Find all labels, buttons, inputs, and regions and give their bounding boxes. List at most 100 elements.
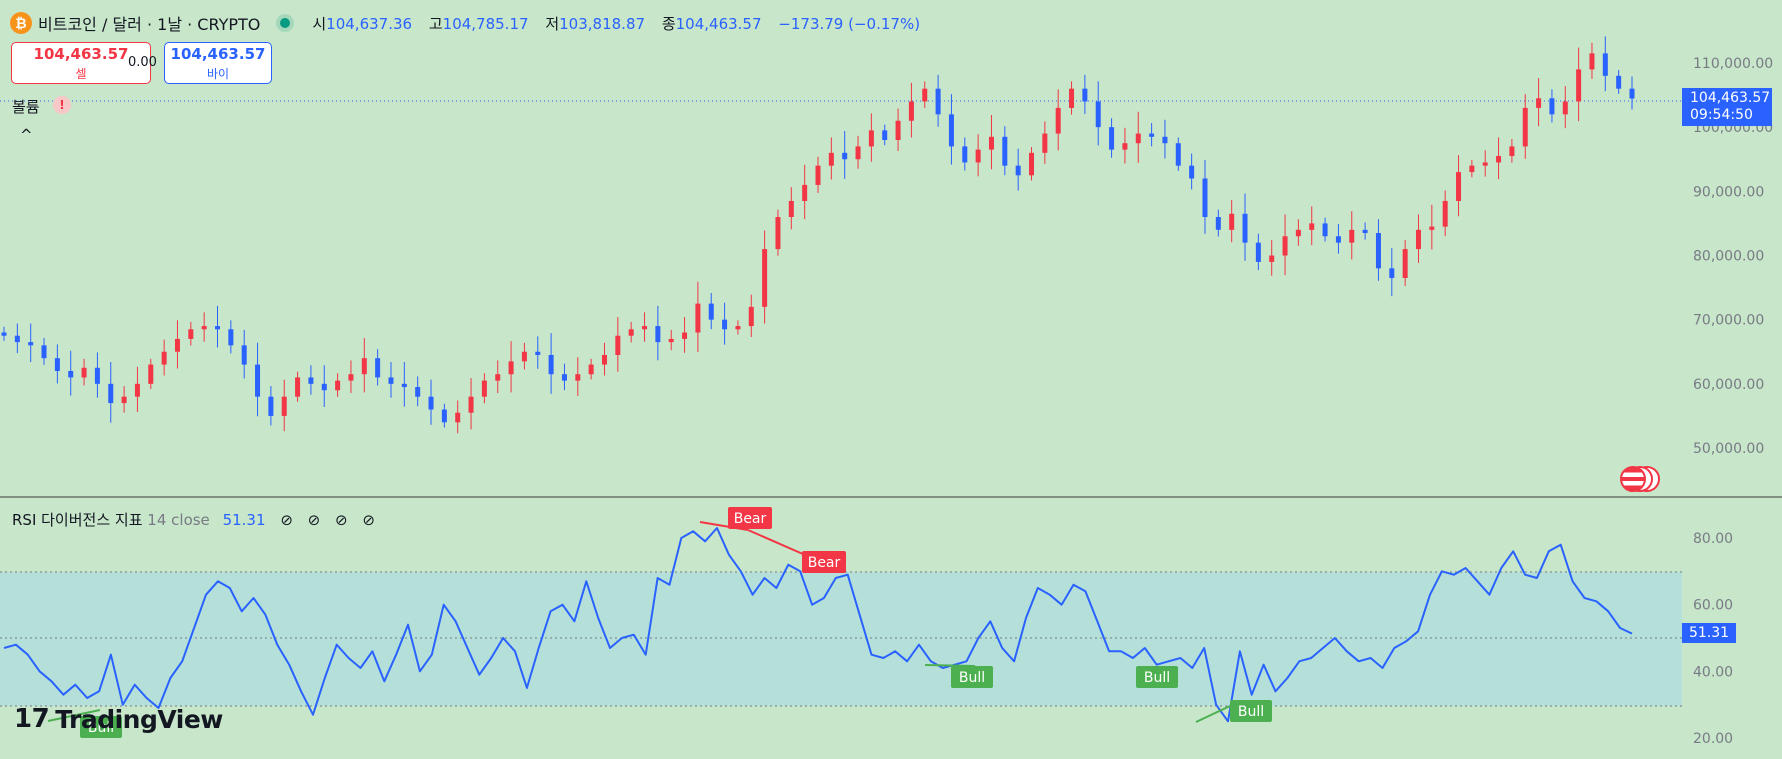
candle-body	[1029, 152, 1035, 176]
candle-body	[1, 332, 7, 336]
candle-body	[1175, 143, 1181, 166]
candle-body	[1496, 156, 1502, 163]
candle-body	[308, 377, 314, 384]
candle-body	[14, 335, 20, 343]
candle-body	[508, 361, 514, 375]
open-label: 시	[312, 14, 327, 33]
candle-body	[81, 367, 87, 378]
candle-body	[1349, 229, 1355, 243]
tradingview-logo-text: TradingView	[55, 704, 223, 734]
candle-body	[535, 351, 541, 355]
candle-body	[882, 130, 888, 140]
candle-body	[788, 200, 794, 217]
candle-body	[401, 383, 407, 388]
price-axis-tick: 60,000.00	[1693, 377, 1764, 393]
tradingview-logo[interactable]: 17 TradingView	[14, 704, 223, 734]
candle-body	[948, 114, 954, 147]
rsi-line	[3, 527, 1633, 723]
candle-body	[1522, 107, 1528, 147]
rsi-axis-tick: 60.00	[1693, 598, 1733, 614]
candle-body	[762, 249, 768, 307]
candle-body	[1469, 165, 1475, 173]
market-status-dot[interactable]	[280, 18, 291, 28]
price-axis-tick: 110,000.00	[1693, 56, 1773, 72]
volume-legend[interactable]: 볼륨	[12, 98, 40, 116]
collapse-legend-button[interactable]: ^	[20, 126, 33, 144]
candle-body	[1229, 213, 1235, 230]
hidden-eye-icon[interactable]: ⊘	[335, 511, 348, 529]
candle-body	[1602, 53, 1608, 76]
rsi-series	[3, 527, 1633, 723]
candle-body	[1055, 107, 1061, 134]
candle-body	[201, 326, 207, 330]
close-label: 종	[661, 14, 676, 33]
candle-body	[588, 364, 594, 375]
rsi-axis-tick: 40.00	[1693, 664, 1733, 680]
candle-body	[1149, 133, 1155, 137]
rsi-legend[interactable]: RSI 다이버전스 지표 14 close 51.31 ⊘ ⊘ ⊘ ⊘	[12, 509, 375, 530]
candle-body	[161, 351, 167, 365]
candle-body	[815, 165, 821, 185]
ohlc-values: 시104,637.36 고104,785.17 저103,818.87 종104…	[312, 13, 920, 34]
candle-body	[228, 329, 234, 346]
candle-body	[842, 152, 848, 160]
candle-body	[54, 358, 60, 371]
candle-body	[802, 184, 808, 201]
divergence-line	[924, 664, 976, 667]
us-flag-icon[interactable]	[1620, 466, 1646, 492]
candle-body	[1295, 229, 1301, 237]
hidden-eye-icon[interactable]: ⊘	[362, 511, 375, 529]
candle-body	[1389, 268, 1395, 278]
divergence-label-box	[1136, 666, 1178, 688]
candle-body	[642, 326, 648, 330]
buy-button[interactable]: 104,463.57 바이	[164, 42, 272, 84]
bull-divergence-label: Bull	[1144, 670, 1170, 686]
candle-body	[495, 374, 501, 381]
divergence-line	[1195, 705, 1231, 723]
open-value: 104,637.36	[326, 14, 413, 33]
price-axis[interactable]: 110,000.00100,000.0090,000.0080,000.0070…	[1693, 56, 1773, 747]
candle-body	[375, 358, 381, 378]
economic-events-icons[interactable]	[1620, 466, 1670, 496]
hidden-eye-icon[interactable]: ⊘	[280, 511, 293, 529]
low-label: 저	[545, 14, 560, 33]
candle-body	[1269, 255, 1275, 262]
candle-body	[1082, 88, 1088, 102]
candle-body	[121, 396, 127, 404]
candle-body	[521, 351, 527, 362]
candle-body	[615, 335, 621, 355]
candle-body	[361, 358, 367, 375]
candle-body	[1429, 226, 1435, 230]
candle-body	[174, 338, 180, 352]
candle-body	[335, 380, 341, 391]
candle-body	[895, 120, 901, 140]
candle-body	[708, 303, 714, 320]
warning-icon[interactable]: !	[53, 96, 71, 114]
spread-value: 0.00	[128, 55, 157, 70]
candle-body	[1069, 88, 1075, 108]
bar-countdown: 09:54:50	[1690, 107, 1753, 123]
candle-body	[1109, 127, 1115, 150]
candle-body	[561, 374, 567, 381]
candle-body	[1135, 133, 1141, 144]
candle-body	[1482, 162, 1488, 166]
candle-body	[268, 396, 274, 416]
candle-body	[28, 342, 34, 346]
symbol-header[interactable]: ₿ 비트코인 / 달러 · 1날 · CRYPTO 시104,637.36 고1…	[10, 8, 920, 38]
hidden-eye-icon[interactable]: ⊘	[307, 511, 321, 529]
candle-body	[321, 383, 327, 391]
symbol-title[interactable]: 비트코인 / 달러 · 1날 · CRYPTO	[38, 15, 261, 34]
rsi-name: RSI 다이버전스 지표	[12, 511, 143, 529]
divergence-label-box	[951, 666, 993, 688]
candle-body	[295, 377, 301, 397]
sell-button[interactable]: 104,463.57 셀	[11, 42, 151, 84]
candle-body	[682, 332, 688, 339]
candle-body	[1362, 229, 1368, 234]
candle-body	[868, 130, 874, 147]
rsi-axis-tick: 80.00	[1693, 531, 1733, 547]
bear-divergence-label: Bear	[734, 511, 767, 527]
candle-body	[1202, 178, 1208, 217]
candle-body	[1442, 200, 1448, 227]
candle-body	[1629, 88, 1635, 99]
